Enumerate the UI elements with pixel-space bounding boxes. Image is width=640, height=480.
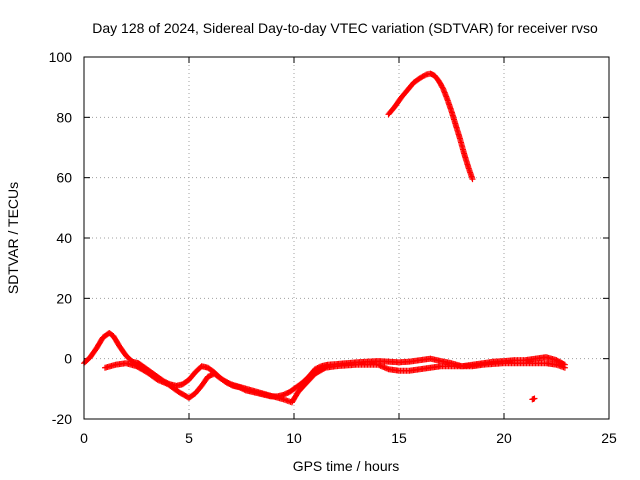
y-tick-label: 60 — [56, 170, 72, 186]
y-tick-label: 100 — [49, 49, 73, 65]
x-tick-label: 5 — [185, 430, 193, 446]
y-axis-title: SDTVAR / TECUs — [5, 182, 21, 294]
data-marks — [81, 70, 568, 406]
x-tick-label: 20 — [496, 430, 512, 446]
plot-frame — [83, 56, 610, 420]
data-point-high-arc — [469, 176, 476, 183]
y-tick-label: -20 — [52, 411, 72, 427]
data-point-lower-branch — [561, 364, 568, 371]
x-tick-label: 15 — [391, 430, 407, 446]
y-tick-label: 40 — [56, 230, 72, 246]
grid — [84, 57, 609, 419]
chart-title: Day 128 of 2024, Sidereal Day-to-day VTE… — [92, 20, 598, 36]
x-axis-title: GPS time / hours — [293, 458, 400, 474]
y-tick-label: 0 — [64, 351, 72, 367]
data-point-isolated-point — [531, 395, 538, 402]
data-point-high-arc — [422, 72, 429, 79]
x-tick-label: 10 — [286, 430, 302, 446]
y-tick-label: 80 — [56, 109, 72, 125]
x-tick-label: 25 — [601, 430, 617, 446]
y-tick-label: 20 — [56, 290, 72, 306]
x-tick-label: 0 — [80, 430, 88, 446]
